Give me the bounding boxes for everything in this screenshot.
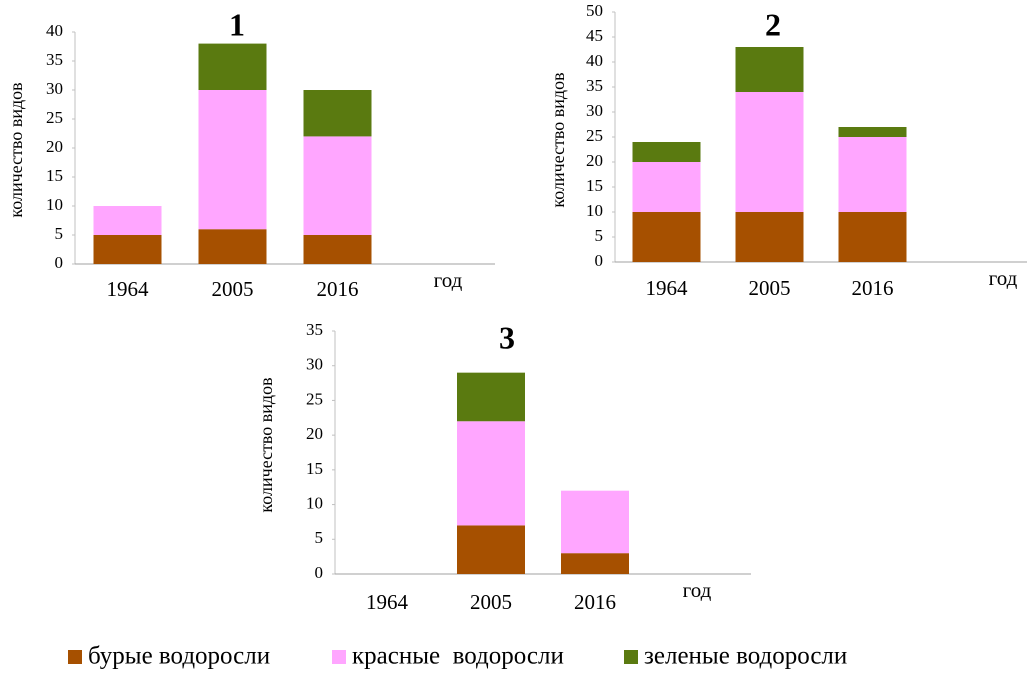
bar-segment xyxy=(457,525,525,574)
y-axis-label: количество видов xyxy=(548,72,568,207)
y-tick-label: 35 xyxy=(46,50,63,69)
y-tick-label: 25 xyxy=(586,126,603,145)
y-axis-label: количество видов xyxy=(256,377,276,512)
bar-segment xyxy=(632,212,701,262)
y-tick-label: 40 xyxy=(586,51,603,70)
x-axis-label: год xyxy=(989,266,1018,290)
y-tick-label: 35 xyxy=(586,76,603,95)
x-tick-label: 2016 xyxy=(852,276,894,300)
y-tick-label: 20 xyxy=(46,137,63,156)
y-tick-label: 45 xyxy=(586,26,603,45)
y-tick-label: 30 xyxy=(46,79,63,98)
x-tick-label: 2005 xyxy=(749,276,791,300)
legend-label: красные водоросли xyxy=(352,643,564,670)
bar-segment xyxy=(735,212,804,262)
chart-title: 3 xyxy=(499,319,515,355)
bar-segment xyxy=(735,92,804,212)
legend-swatch xyxy=(624,650,638,664)
bar-segment xyxy=(838,127,907,137)
bar-segment xyxy=(561,490,629,554)
y-tick-label: 15 xyxy=(46,166,63,185)
legend-swatch xyxy=(332,650,346,664)
y-tick-label: 50 xyxy=(586,1,603,20)
y-tick-label: 10 xyxy=(306,493,323,512)
x-axis-label: год xyxy=(683,578,712,602)
bar-segment xyxy=(561,553,629,574)
x-tick-label: 2016 xyxy=(574,590,616,614)
y-tick-label: 40 xyxy=(46,21,63,40)
x-tick-label: 2005 xyxy=(470,590,512,614)
bar-segment xyxy=(632,162,701,212)
chart-title: 1 xyxy=(229,6,245,42)
legend-label: зеленые водоросли xyxy=(644,643,847,670)
y-tick-label: 15 xyxy=(586,176,603,195)
x-tick-label: 1964 xyxy=(107,277,150,301)
x-tick-label: 1964 xyxy=(366,590,409,614)
bar-segment xyxy=(303,136,372,235)
bar-segment xyxy=(457,372,525,422)
bar-segment xyxy=(735,47,804,92)
x-tick-label: 2005 xyxy=(212,277,254,301)
y-tick-label: 25 xyxy=(46,108,63,127)
y-tick-label: 15 xyxy=(306,459,323,478)
y-tick-label: 20 xyxy=(306,424,323,443)
bar-segment xyxy=(93,206,162,235)
y-tick-label: 0 xyxy=(595,251,604,270)
bar-segment xyxy=(303,235,372,264)
x-tick-label: 2016 xyxy=(317,277,359,301)
legend-label: бурые водоросли xyxy=(88,643,270,670)
bar-segment xyxy=(838,212,907,262)
bar-segment xyxy=(303,90,372,137)
y-tick-label: 5 xyxy=(55,224,64,243)
y-tick-label: 10 xyxy=(46,195,63,214)
y-tick-label: 5 xyxy=(595,226,604,245)
y-axis-label: количество видов xyxy=(6,82,26,217)
y-tick-label: 10 xyxy=(586,201,603,220)
y-tick-label: 20 xyxy=(586,151,603,170)
bar-segment xyxy=(198,43,267,90)
x-axis-label: год xyxy=(434,268,463,292)
bar-segment xyxy=(93,235,162,264)
y-tick-label: 25 xyxy=(306,389,323,408)
y-tick-label: 0 xyxy=(55,253,64,272)
y-tick-label: 30 xyxy=(586,101,603,120)
bar-segment xyxy=(198,229,267,264)
y-tick-label: 0 xyxy=(315,563,324,582)
bar-segment xyxy=(457,421,525,526)
x-tick-label: 1964 xyxy=(646,276,689,300)
legend-swatch xyxy=(68,650,82,664)
y-tick-label: 35 xyxy=(306,320,323,339)
bar-segment xyxy=(198,90,267,230)
y-tick-label: 5 xyxy=(315,528,324,547)
y-tick-label: 30 xyxy=(306,355,323,374)
chart-title: 2 xyxy=(765,6,781,42)
bar-segment xyxy=(838,137,907,212)
bar-segment xyxy=(632,142,701,162)
